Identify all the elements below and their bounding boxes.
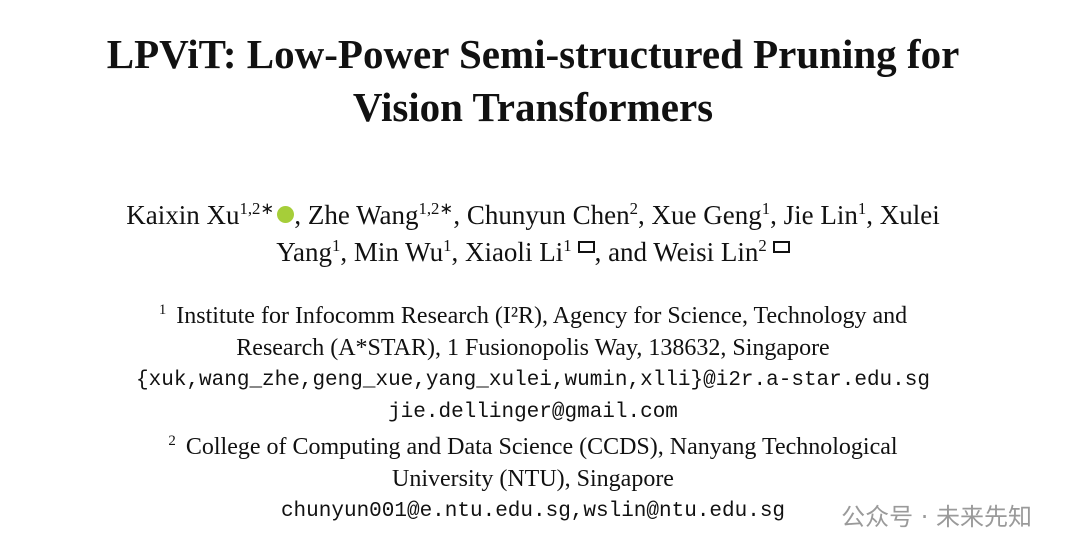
author-name: Kaixin Xu [126,200,240,230]
author-name: , Min Wu [340,237,444,267]
author-affil-mark: 1,2∗ [239,198,275,218]
affiliation-mark: 2 [168,433,176,450]
author-name: , and Weisi Lin [594,237,759,267]
author-name: , Xue Geng [638,200,762,230]
title-line: LPViT: Low-Power Semi-structured Pruning… [0,30,1066,78]
email-text: chunyun001@e.ntu.edu.sg,wslin@ntu.edu.sg [280,500,786,523]
email-icon [577,241,595,253]
author-name: , Xiaoli Li [451,237,564,267]
affiliation-line: University (NTU), Singapore [0,466,1066,493]
author-affil-mark: 1 [761,198,771,218]
affiliation-text: College of Computing and Data Science (C… [185,434,898,460]
author-affil-mark: 1 [332,235,341,255]
author-name: , Zhe Wang [294,200,419,230]
author-name: , Jie Lin [770,200,858,230]
author-name: , Xulei [866,200,940,230]
author-line: Kaixin Xu1,2∗, Zhe Wang1,2∗, Chunyun Che… [0,200,1066,231]
email-text: {xuk,wang_zhe,geng_xue,yang_xulei,wumin,… [136,369,930,392]
affiliation-line: Research (A*STAR), 1 Fusionopolis Way, 1… [0,335,1066,362]
email-line: jie.dellinger@gmail.com [0,401,1066,424]
affiliation-text: University (NTU), Singapore [392,466,674,492]
affiliation-text: Research (A*STAR), 1 Fusionopolis Way, 1… [236,335,830,361]
title-text: Vision Transformers [352,84,714,130]
author-line: Yang1, Min Wu1, Xiaoli Li1, and Weisi Li… [0,237,1066,268]
email-line: chunyun001@e.ntu.edu.sg,wslin@ntu.edu.sg [0,500,1066,523]
author-affil-mark: 1 [857,198,867,218]
affiliation-mark: 1 [158,302,167,319]
orcid-icon [277,206,295,223]
affiliation-line: 2 College of Computing and Data Science (… [0,434,1066,461]
watermark: 公众号 · 未来先知 [841,503,1032,531]
title-line: Vision Transformers [0,83,1066,131]
affiliation-line: 1 Institute for Infocomm Research (I²R), … [0,303,1066,330]
author-name: Yang [276,237,333,267]
affiliation-text: Institute for Infocomm Research (I²R), A… [176,303,908,329]
author-affil-mark: 1 [443,235,452,255]
author-affil-mark: 1,2∗ [418,198,454,218]
email-line: {xuk,wang_zhe,geng_xue,yang_xulei,wumin,… [0,369,1066,392]
author-name: , Chunyun Chen [453,200,630,230]
email-icon [772,241,790,253]
title-text: LPViT: Low-Power Semi-structured Pruning… [106,31,960,77]
author-affil-mark: 2 [629,198,639,218]
author-affil-mark: 1 [563,235,572,255]
author-affil-mark: 2 [758,235,767,255]
email-text: jie.dellinger@gmail.com [388,401,678,424]
